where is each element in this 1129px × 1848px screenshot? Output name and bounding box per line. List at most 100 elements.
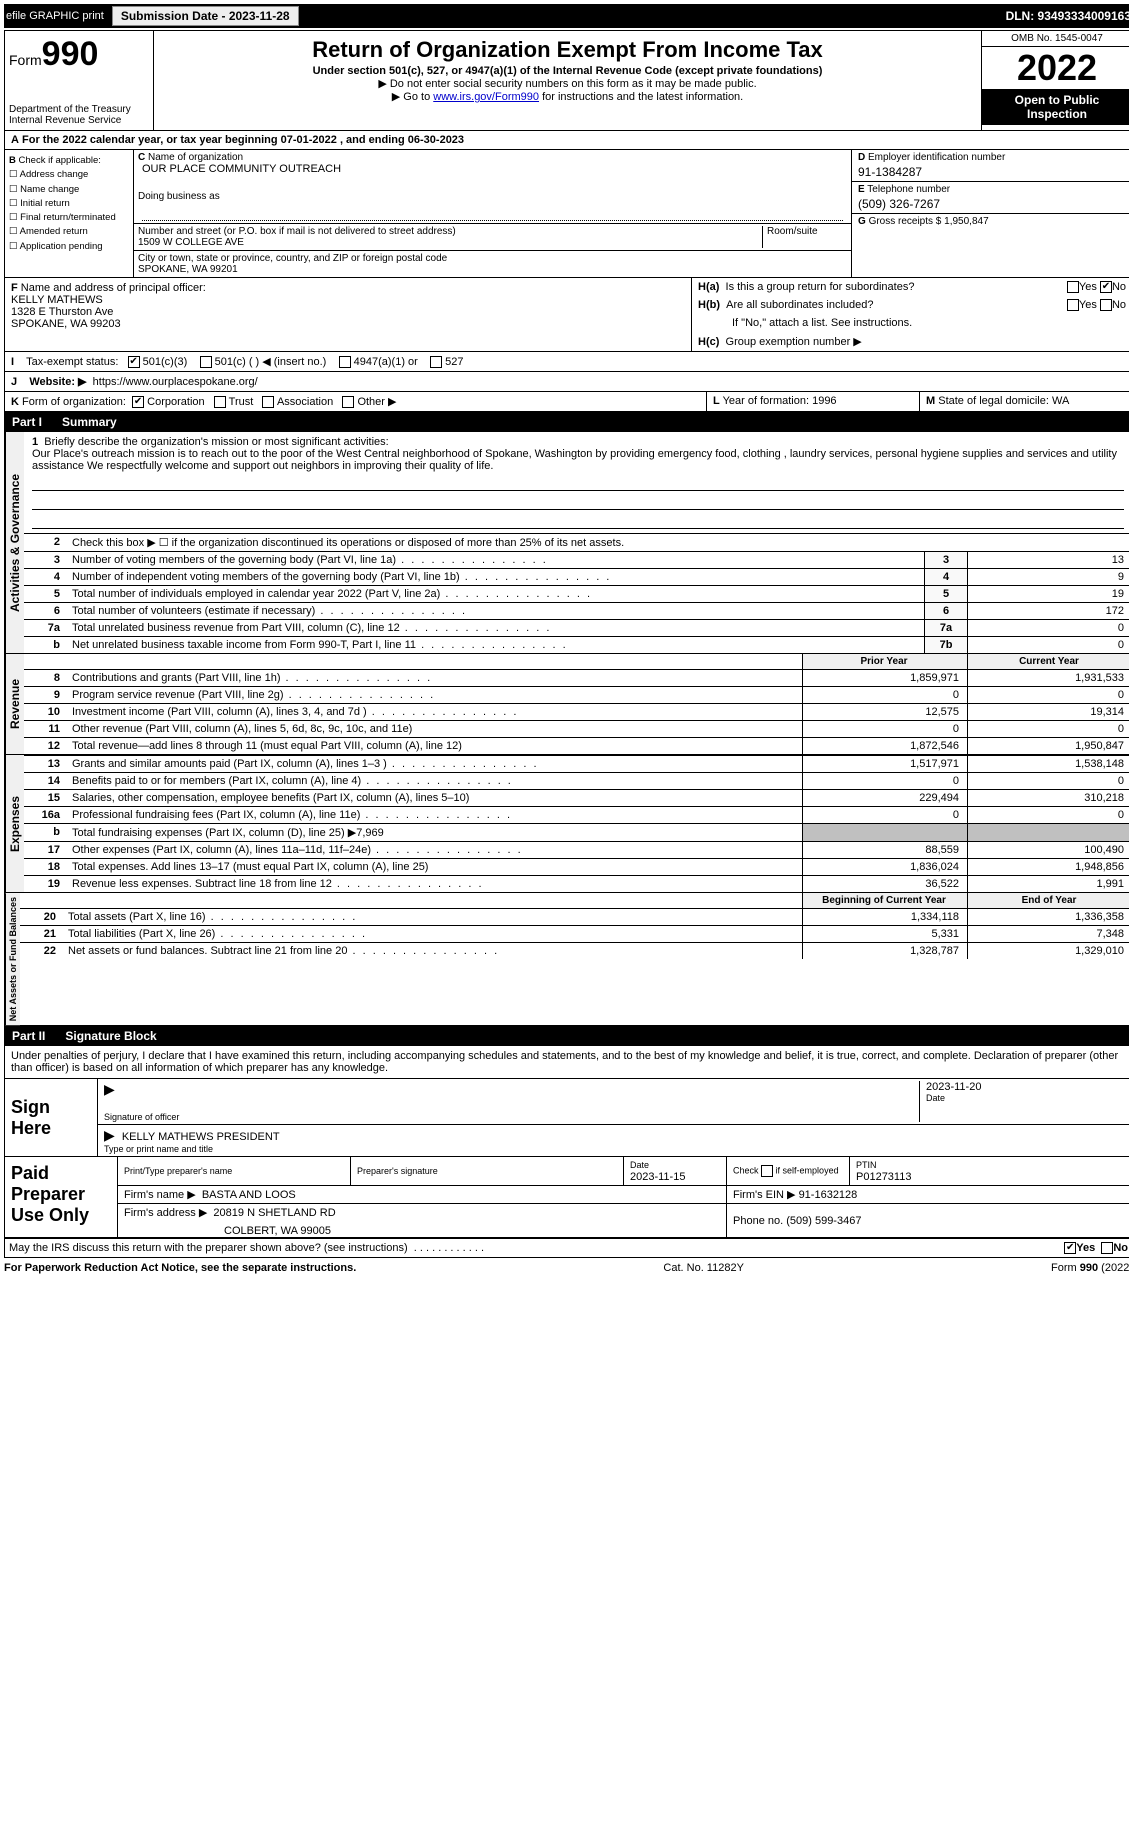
- header-left: Form990 Department of the Treasury Inter…: [5, 31, 154, 130]
- section-f: F Name and address of principal officer:…: [5, 278, 692, 351]
- netassets-table: Beginning of Current YearEnd of Year 20T…: [20, 893, 1129, 959]
- line-k: K Form of organization: Corporation Trus…: [5, 392, 706, 411]
- ha-yes[interactable]: [1067, 281, 1079, 293]
- footer: For Paperwork Reduction Act Notice, see …: [4, 1258, 1129, 1274]
- cat-no: Cat. No. 11282Y: [663, 1262, 744, 1274]
- tax-year: 2022: [982, 47, 1129, 89]
- phone-value: (509) 326-7267: [858, 195, 1126, 211]
- omb-number: OMB No. 1545-0047: [982, 31, 1129, 47]
- street-address: 1509 W COLLEGE AVE: [138, 237, 244, 248]
- discuss-yes[interactable]: [1064, 1242, 1076, 1254]
- ha-no[interactable]: [1100, 281, 1112, 293]
- chk-name-change[interactable]: Name change: [9, 184, 79, 195]
- chk-4947[interactable]: [339, 356, 351, 368]
- section-b-checkboxes: B Check if applicable: Address change Na…: [5, 150, 134, 277]
- hb-note: If "No," attach a list. See instructions…: [692, 314, 1129, 332]
- f-h-row: F Name and address of principal officer:…: [5, 277, 1129, 351]
- governance-table: 2Check this box ▶ ☐ if the organization …: [24, 533, 1129, 653]
- website-value: https://www.ourplacespokane.org/: [93, 376, 258, 388]
- vert-netassets: Net Assets or Fund Balances: [5, 893, 20, 1025]
- paid-preparer-section: Paid Preparer Use Only Print/Type prepar…: [4, 1157, 1129, 1238]
- line-a: A For the 2022 calendar year, or tax yea…: [5, 131, 1129, 150]
- chk-initial-return[interactable]: Initial return: [9, 198, 70, 209]
- section-deg: D Employer identification number 91-1384…: [851, 150, 1129, 277]
- form-title: Return of Organization Exempt From Incom…: [162, 37, 973, 63]
- ssn-note: ▶ Do not enter social security numbers o…: [162, 77, 973, 90]
- chk-501c[interactable]: [200, 356, 212, 368]
- dba-label: Doing business as: [138, 191, 847, 202]
- open-public: Open to Public Inspection: [982, 89, 1129, 125]
- chk-trust[interactable]: [214, 396, 226, 408]
- officer-addr2: SPOKANE, WA 99203: [11, 318, 121, 330]
- paid-preparer-label: Paid Preparer Use Only: [5, 1157, 117, 1237]
- ein-value: 91-1384287: [858, 163, 1126, 179]
- penalties-text: Under penalties of perjury, I declare th…: [4, 1046, 1129, 1079]
- sig-officer[interactable]: Signature of officer: [104, 1081, 919, 1122]
- goto-note: ▶ Go to www.irs.gov/Form990 for instruct…: [162, 90, 973, 103]
- form-subtitle: Under section 501(c), 527, or 4947(a)(1)…: [162, 65, 973, 77]
- line-i: I Tax-exempt status: 501(c)(3) 501(c) ( …: [5, 351, 1129, 371]
- part1-header: Part ISummary: [4, 412, 1129, 432]
- line-2: Check this box ▶ ☐ if the organization d…: [66, 534, 1129, 552]
- chk-527[interactable]: [430, 356, 442, 368]
- sig-name: KELLY MATHEWS PRESIDENT Type or print na…: [104, 1127, 1126, 1154]
- revenue-section: Revenue Prior YearCurrent Year 8Contribu…: [4, 654, 1129, 755]
- netassets-section: Net Assets or Fund Balances Beginning of…: [4, 893, 1129, 1026]
- org-name: OUR PLACE COMMUNITY OUTREACH: [138, 163, 345, 179]
- ein-box: D Employer identification number 91-1384…: [852, 150, 1129, 182]
- discuss-row: May the IRS discuss this return with the…: [4, 1238, 1129, 1258]
- officer-addr1: 1328 E Thurston Ave: [11, 306, 113, 318]
- preparer-table: Print/Type preparer's name Preparer's si…: [118, 1157, 1129, 1237]
- dln-label: DLN: 93493334009163: [1006, 9, 1129, 23]
- gross-receipts: G Gross receipts $ 1,950,847: [852, 213, 1129, 229]
- expenses-section: Expenses 13Grants and similar amounts pa…: [4, 755, 1129, 893]
- identity-section: A For the 2022 calendar year, or tax yea…: [4, 131, 1129, 412]
- officer-name: KELLY MATHEWS: [11, 294, 103, 306]
- expenses-table: 13Grants and similar amounts paid (Part …: [24, 755, 1129, 892]
- form-number: Form990: [9, 35, 149, 74]
- sign-here-section: Sign Here Signature of officer 2023-11-2…: [4, 1079, 1129, 1157]
- hb-no[interactable]: [1100, 299, 1112, 311]
- submission-date-button[interactable]: Submission Date - 2023-11-28: [112, 6, 299, 26]
- hb-yes[interactable]: [1067, 299, 1079, 311]
- chk-corp[interactable]: [132, 396, 144, 408]
- vert-expenses: Expenses: [5, 755, 24, 892]
- efile-top-bar: efile GRAPHIC print Submission Date - 20…: [4, 4, 1129, 28]
- header-right: OMB No. 1545-0047 2022 Open to Public In…: [982, 31, 1129, 130]
- revenue-table: Prior YearCurrent Year 8Contributions an…: [24, 654, 1129, 754]
- chk-501c3[interactable]: [128, 356, 140, 368]
- sign-here-label: Sign Here: [5, 1079, 97, 1156]
- vert-governance: Activities & Governance: [5, 432, 24, 653]
- chk-self-employed[interactable]: [761, 1165, 773, 1177]
- efile-label: efile GRAPHIC print: [6, 10, 104, 22]
- vert-revenue: Revenue: [5, 654, 24, 754]
- part2-header: Part IISignature Block: [4, 1026, 1129, 1046]
- city-state-zip: SPOKANE, WA 99201: [138, 264, 238, 275]
- header-center: Return of Organization Exempt From Incom…: [154, 31, 982, 130]
- governance-section: Activities & Governance 1 Briefly descri…: [4, 432, 1129, 654]
- phone-box: E Telephone number (509) 326-7267: [852, 182, 1129, 213]
- pra-notice: For Paperwork Reduction Act Notice, see …: [4, 1262, 356, 1274]
- chk-address-change[interactable]: Address change: [9, 169, 88, 180]
- hc-label: Group exemption number ▶: [726, 336, 862, 348]
- section-h: H(a) Is this a group return for subordin…: [692, 278, 1129, 351]
- dept-label: Department of the Treasury: [9, 104, 149, 115]
- chk-final-return[interactable]: Final return/terminated: [9, 212, 116, 223]
- mission-text: Our Place's outreach mission is to reach…: [32, 448, 1117, 472]
- chk-other[interactable]: [342, 396, 354, 408]
- irs-label: Internal Revenue Service: [9, 115, 149, 126]
- line-l: L Year of formation: 1996: [706, 392, 919, 411]
- chk-application-pending[interactable]: Application pending: [9, 241, 103, 252]
- line-m: M State of legal domicile: WA: [919, 392, 1129, 411]
- dba-line: [142, 206, 843, 221]
- mission-block: 1 Briefly describe the organization's mi…: [24, 432, 1129, 533]
- address-row: Number and street (or P.O. box if mail i…: [134, 224, 851, 251]
- chk-assoc[interactable]: [262, 396, 274, 408]
- chk-amended[interactable]: Amended return: [9, 226, 88, 237]
- form-footer: Form 990 (2022): [1051, 1262, 1129, 1274]
- irs-link[interactable]: www.irs.gov/Form990: [433, 91, 539, 103]
- room-suite: Room/suite: [762, 226, 847, 248]
- org-name-box: C Name of organization OUR PLACE COMMUNI…: [134, 150, 851, 224]
- discuss-no[interactable]: [1101, 1242, 1113, 1254]
- city-row: City or town, state or province, country…: [134, 251, 851, 277]
